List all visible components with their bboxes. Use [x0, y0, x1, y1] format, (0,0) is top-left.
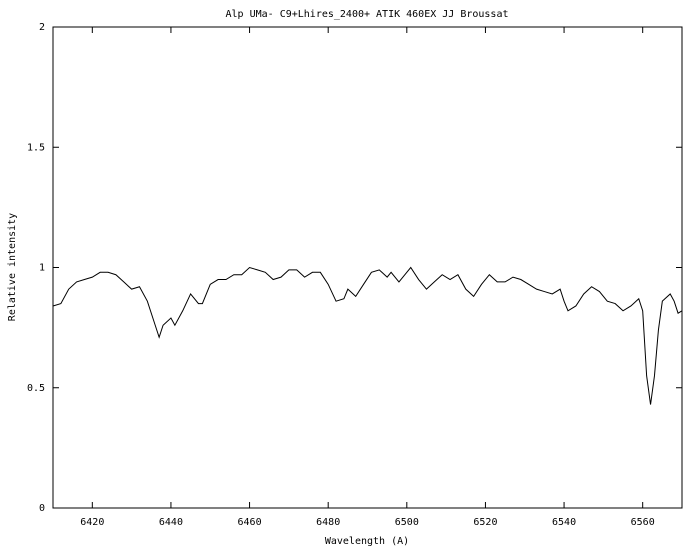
x-tick-label: 6460	[238, 517, 262, 528]
x-tick-label: 6500	[395, 517, 419, 528]
chart-title: Alp UMa- C9+Lhires_2400+ ATIK 460EX JJ B…	[226, 9, 509, 20]
plot-border	[52, 26, 683, 509]
x-tick-label: 6560	[631, 517, 655, 528]
y-tick-label: 1	[39, 263, 45, 274]
spectrum-line	[52, 266, 683, 405]
x-tick-label: 6420	[80, 517, 104, 528]
x-tick-label: 6520	[473, 517, 497, 528]
y-tick-label: 2	[39, 22, 45, 33]
x-tick-label: 6480	[316, 517, 340, 528]
y-tick-label: 0	[39, 503, 45, 514]
x-tick-label: 6540	[552, 517, 576, 528]
y-tick-label: 1.5	[27, 142, 45, 153]
y-tick-label: 0.5	[27, 383, 45, 394]
y-axis-label: Relative intensity	[7, 213, 18, 321]
x-tick-label: 6440	[159, 517, 183, 528]
x-axis-label: Wavelength (A)	[325, 536, 409, 547]
